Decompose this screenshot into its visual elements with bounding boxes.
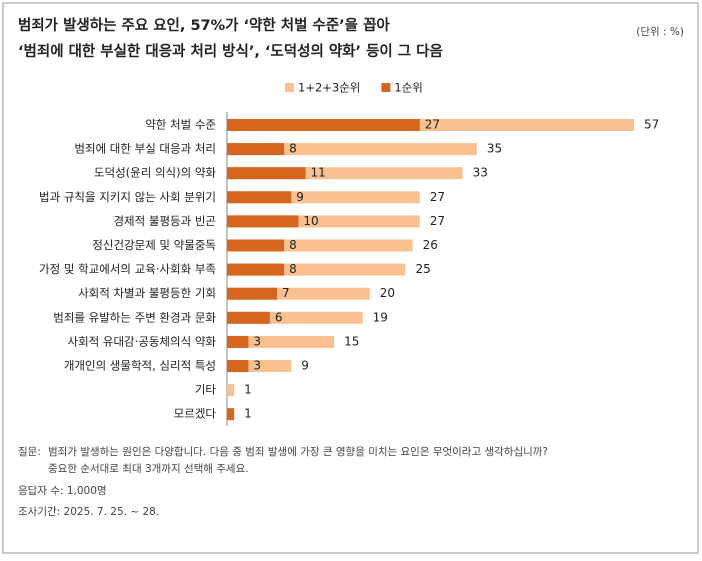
y-tick-label: 약한 처벌 수준: [145, 118, 216, 132]
y-tick-label: 정신건강문제 및 약물중독: [92, 238, 216, 252]
value-label: 7: [282, 286, 290, 300]
value-label: 26: [423, 238, 438, 252]
value-label: 8: [289, 142, 297, 156]
value-label: 11: [311, 166, 326, 180]
value-label: 3: [253, 334, 261, 348]
value-label: 27: [425, 118, 440, 132]
bar: [227, 335, 249, 348]
y-tick-label: 경제적 불평등과 빈곤: [113, 214, 216, 228]
note: 중요한 순서대로 최대 3개까지 선택해 주세요.: [48, 462, 249, 475]
note: 질문:: [18, 446, 41, 458]
y-tick-label: 도덕성(윤리 의식)의 약화: [94, 166, 217, 180]
bar: [227, 119, 420, 131]
y-tick-label: 기타: [195, 383, 217, 397]
value-label: 33: [473, 166, 488, 180]
frame: [2, 2, 699, 554]
bar: [227, 167, 306, 180]
value-label: 20: [380, 286, 395, 300]
y-tick-label: 사회적 차별과 불평등한 기회: [78, 286, 216, 300]
value-label: 27: [430, 190, 445, 204]
bar: [227, 143, 477, 156]
y-tick-label: 모르겠다: [174, 407, 217, 421]
value-label: 57: [644, 118, 659, 132]
value-label: 9: [296, 190, 304, 204]
note: 범죄가 발생하는 원인은 다양합니다. 다음 중 범죄 발생에 가장 큰 영향을…: [48, 445, 548, 458]
note: 응답자 수: 1,000명: [18, 485, 107, 497]
value-label: 8: [289, 238, 297, 252]
value-label: 1: [244, 383, 252, 397]
legend-label: 1순위: [394, 81, 422, 95]
value-label: 27: [430, 214, 445, 228]
y-tick-label: 범죄에 대한 부실 대응과 처리: [74, 142, 216, 156]
legend-swatch: [285, 83, 294, 92]
y-tick-label: 개개인의 생물학적, 심리적 특성: [64, 359, 216, 373]
chart-title: 범죄가 발생하는 주요 요인, 57%가 ‘약한 처벌 수준’을 꼽아: [18, 16, 390, 34]
value-label: 35: [487, 142, 502, 156]
value-label: 9: [301, 359, 309, 373]
bar: [227, 191, 292, 204]
bar: [227, 311, 270, 324]
value-label: 3: [253, 359, 261, 373]
bar: [227, 408, 235, 421]
bar: [227, 360, 249, 372]
y-tick-label: 범죄를 유발하는 주변 환경과 문화: [53, 310, 216, 324]
y-tick-label: 사회적 유대감·공동체의식 약화: [67, 334, 216, 348]
bar: [227, 239, 285, 252]
value-label: 10: [303, 214, 318, 228]
legend-swatch: [381, 83, 391, 92]
value-label: 1: [244, 407, 252, 421]
chart-title: ‘범죄에 대한 부실한 대응과 처리 방식’, ‘도덕성의 약화’ 등이 그 다…: [18, 42, 443, 60]
bar: [227, 384, 235, 397]
y-tick-label: 가정 및 학교에서의 교육·사회화 부족: [39, 262, 216, 276]
bar: [227, 143, 285, 156]
legend-label: 1+2+3순위: [298, 81, 360, 95]
bar: [227, 287, 277, 300]
y-tick-label: 법과 규칙을 지키지 않는 사회 분위기: [39, 190, 216, 204]
bar: [227, 335, 335, 348]
unit: (단위 : %): [636, 25, 684, 38]
value-label: 15: [344, 334, 359, 348]
value-label: 25: [416, 262, 431, 276]
value-label: 6: [275, 310, 283, 324]
value-label: 8: [289, 262, 297, 276]
bar: [227, 215, 299, 228]
note: 조사기간: 2025. 7. 25. ~ 28.: [18, 506, 159, 518]
value-label: 19: [373, 310, 388, 324]
bar: [227, 263, 285, 276]
